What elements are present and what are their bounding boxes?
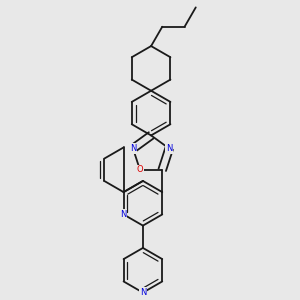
Text: N: N	[120, 210, 127, 219]
Text: N: N	[140, 288, 146, 297]
Text: N: N	[130, 144, 136, 153]
Text: O: O	[136, 165, 143, 174]
Text: N: N	[166, 144, 172, 153]
